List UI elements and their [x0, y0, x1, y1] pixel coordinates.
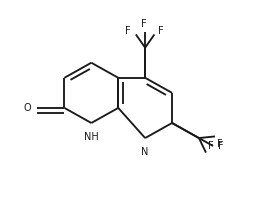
Text: F: F: [158, 26, 164, 36]
Text: F: F: [125, 26, 131, 36]
Text: NH: NH: [84, 132, 99, 142]
Text: F: F: [208, 141, 214, 151]
Text: O: O: [24, 103, 31, 113]
Text: F: F: [217, 139, 223, 149]
Text: F: F: [141, 19, 147, 29]
Text: F: F: [218, 141, 223, 151]
Text: N: N: [141, 147, 149, 157]
